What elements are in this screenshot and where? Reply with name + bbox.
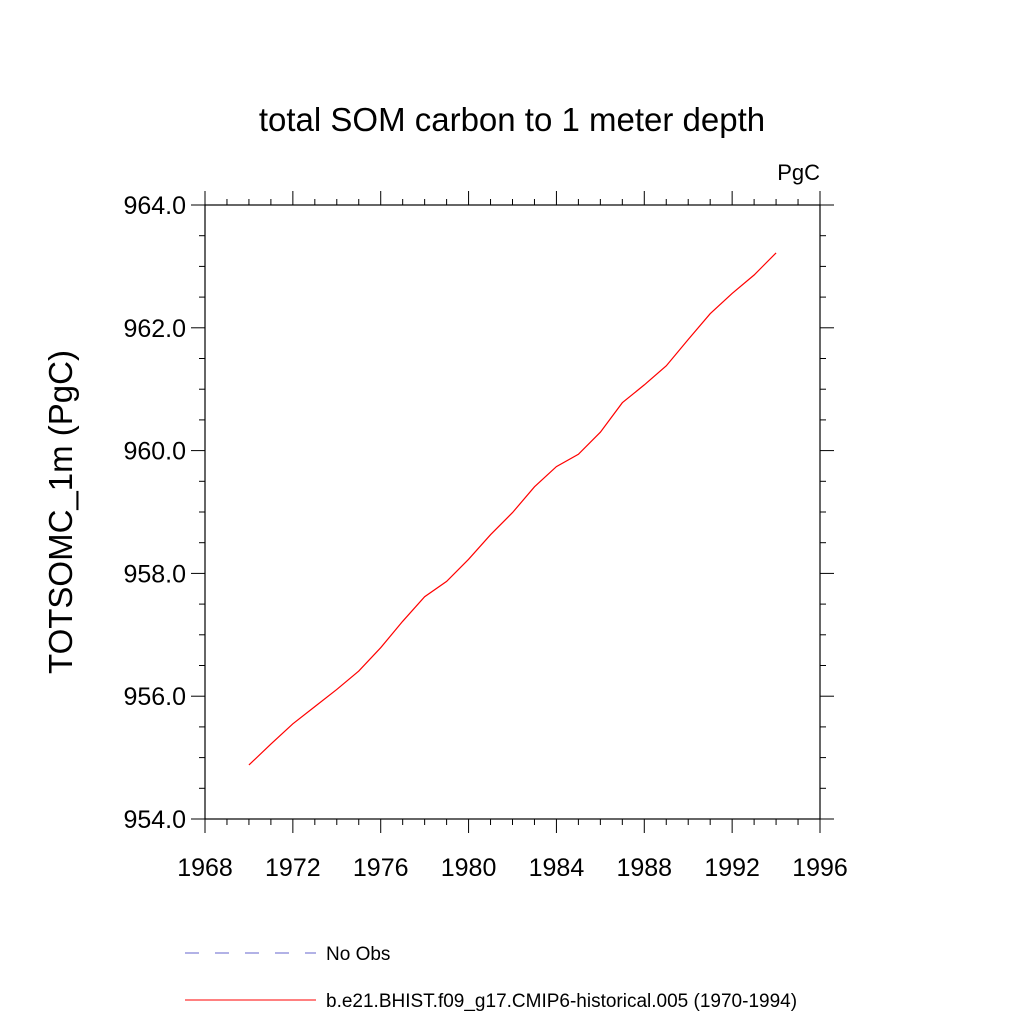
x-tick-label: 1976 <box>353 854 409 882</box>
y-axis-label: TOTSOMC_1m (PgC) <box>42 350 79 674</box>
y-tick-label: 958.0 <box>123 560 186 588</box>
y-tick-label: 954.0 <box>123 806 186 834</box>
x-tick-label: 1992 <box>704 854 760 882</box>
axis-ticks: 1968 1972 1976 1980 1984 1988 1992 1996 954.0 956… <box>123 191 848 882</box>
series-line <box>248 252 777 766</box>
units-label: PgC <box>777 160 820 185</box>
x-tick-label: 1972 <box>265 854 321 882</box>
legend-label: No Obs <box>326 944 390 965</box>
x-tick-label: 1996 <box>792 854 848 882</box>
legend: No Obs b.e21.BHIST.f09_g17.CMIP6-historic… <box>185 944 797 1012</box>
x-tick-label: 1980 <box>441 854 497 882</box>
plot-series <box>248 252 777 766</box>
y-tick-label: 962.0 <box>123 315 186 343</box>
chart-title: total SOM carbon to 1 meter depth <box>259 101 765 138</box>
legend-label: b.e21.BHIST.f09_g17.CMIP6-historical.005… <box>326 991 797 1012</box>
x-tick-label: 1984 <box>529 854 585 882</box>
x-tick-label: 1968 <box>177 854 233 882</box>
plot-frame <box>204 204 821 820</box>
x-tick-label: 1988 <box>616 854 672 882</box>
y-tick-label: 960.0 <box>123 438 186 466</box>
y-tick-label: 956.0 <box>123 683 186 711</box>
y-tick-label: 964.0 <box>123 192 186 220</box>
